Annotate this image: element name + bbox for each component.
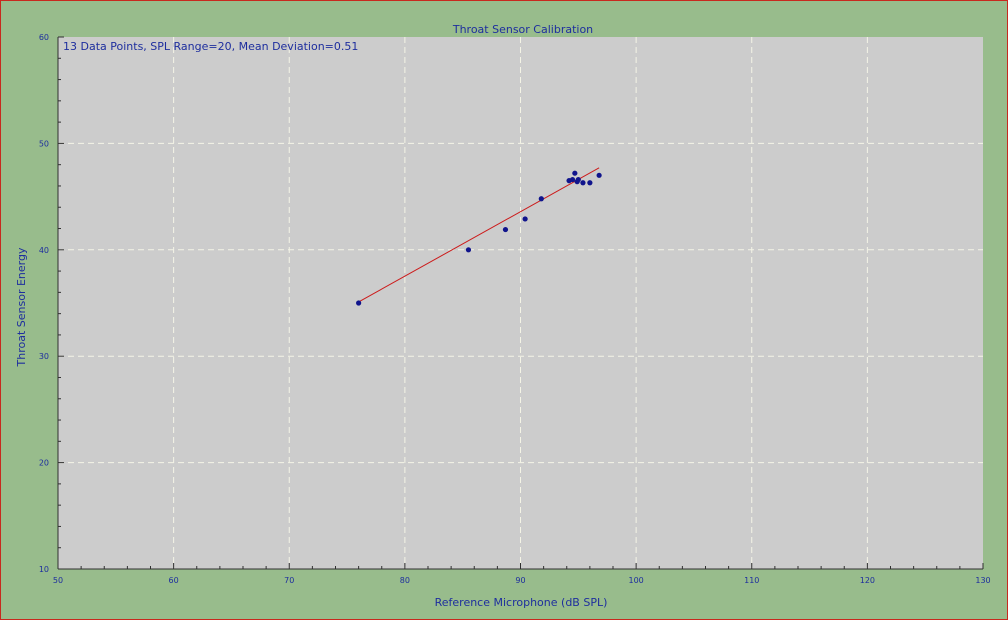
data-point (502, 226, 509, 233)
y-tick-label: 10 (39, 565, 49, 574)
grid-lines (58, 37, 983, 569)
data-point (538, 196, 544, 202)
y-axis-label: Throat Sensor Energy (15, 247, 28, 367)
axes (57, 36, 984, 570)
x-tick-label: 130 (975, 576, 990, 585)
fit-line (358, 167, 600, 303)
x-tick-label: 80 (400, 576, 410, 585)
y-tick-label: 30 (39, 352, 49, 361)
x-tick-label: 70 (284, 576, 294, 585)
data-point (587, 180, 593, 186)
chart-title: Throat Sensor Calibration (452, 23, 593, 36)
data-point (569, 176, 576, 183)
y-tick-label: 50 (39, 139, 49, 148)
x-tick-label: 110 (744, 576, 759, 585)
data-point (465, 247, 472, 253)
x-tick-label: 60 (169, 576, 179, 585)
x-tick-label: 50 (53, 576, 63, 585)
data-point (522, 216, 528, 222)
x-tick-labels: 50 60 70 80 90 100 110 120 130 (53, 576, 991, 585)
x-tick-label: 100 (628, 576, 643, 585)
data-points (356, 170, 602, 306)
data-point (596, 172, 602, 178)
y-tick-label: 60 (39, 33, 49, 42)
data-point (356, 300, 362, 306)
x-tick-label: 120 (860, 576, 875, 585)
y-tick-label: 40 (39, 246, 49, 255)
data-point (572, 170, 578, 176)
x-axis-label: Reference Microphone (dB SPL) (435, 596, 608, 609)
data-point (575, 176, 581, 183)
y-tick-labels: 10 20 30 40 50 60 (39, 33, 49, 574)
chart-annotation: 13 Data Points, SPL Range=20, Mean Devia… (63, 40, 358, 53)
data-point (580, 180, 586, 186)
y-tick-label: 20 (39, 459, 49, 468)
x-tick-label: 90 (515, 576, 525, 585)
